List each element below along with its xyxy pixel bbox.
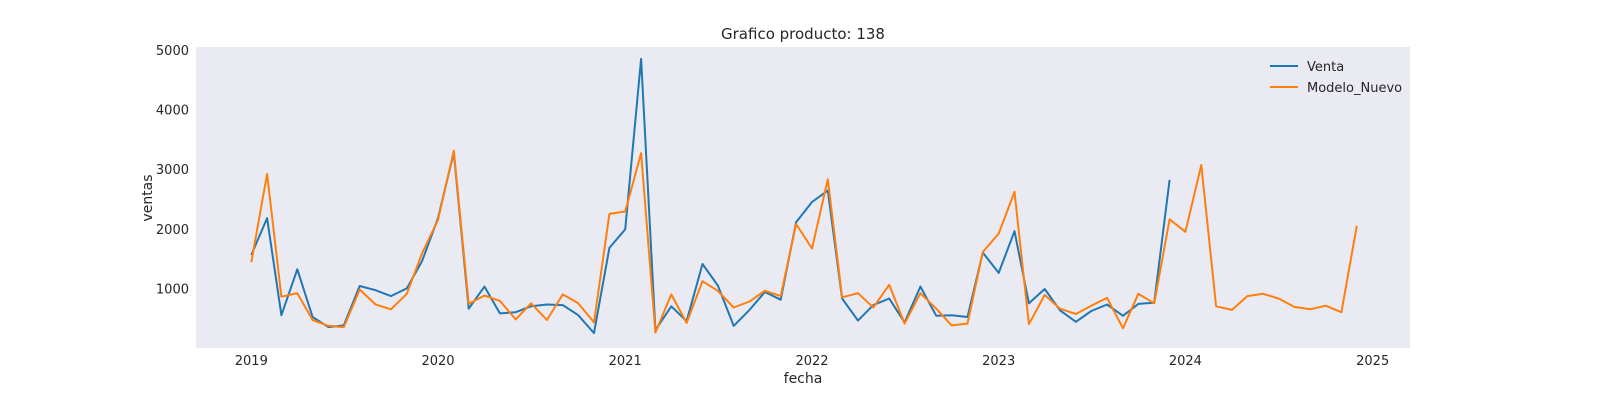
x-tick-labels: 2019 2020 2021 2022 2023 2024 2025	[235, 354, 1389, 369]
series-line-modelo-nuevo	[250, 149, 1358, 334]
y-axis-label: ventas	[140, 174, 156, 221]
legend-label-venta: Venta	[1307, 60, 1344, 75]
y-tick-labels: 1000 2000 3000 4000 5000	[156, 44, 189, 297]
chart-title: Grafico producto: 138	[721, 25, 885, 43]
legend-label-modelo-nuevo: Modelo_Nuevo	[1307, 81, 1402, 96]
x-tick-label: 2023	[982, 354, 1015, 369]
series-line-venta	[250, 57, 1171, 335]
series-lines	[250, 57, 1358, 335]
x-tick-label: 2024	[1169, 354, 1202, 369]
x-tick-label: 2020	[421, 354, 454, 369]
legend: Venta Modelo_Nuevo	[1270, 60, 1402, 96]
x-tick-label: 2025	[1356, 354, 1389, 369]
y-tick-label: 5000	[156, 44, 189, 59]
y-tick-label: 4000	[156, 104, 189, 119]
x-tick-label: 2022	[795, 354, 828, 369]
x-axis-label: fecha	[784, 371, 823, 387]
y-tick-label: 3000	[156, 163, 189, 178]
y-tick-label: 1000	[156, 282, 189, 297]
plot-area	[196, 47, 1410, 348]
x-tick-label: 2019	[235, 354, 268, 369]
x-tick-label: 2021	[609, 354, 642, 369]
y-tick-label: 2000	[156, 223, 189, 238]
